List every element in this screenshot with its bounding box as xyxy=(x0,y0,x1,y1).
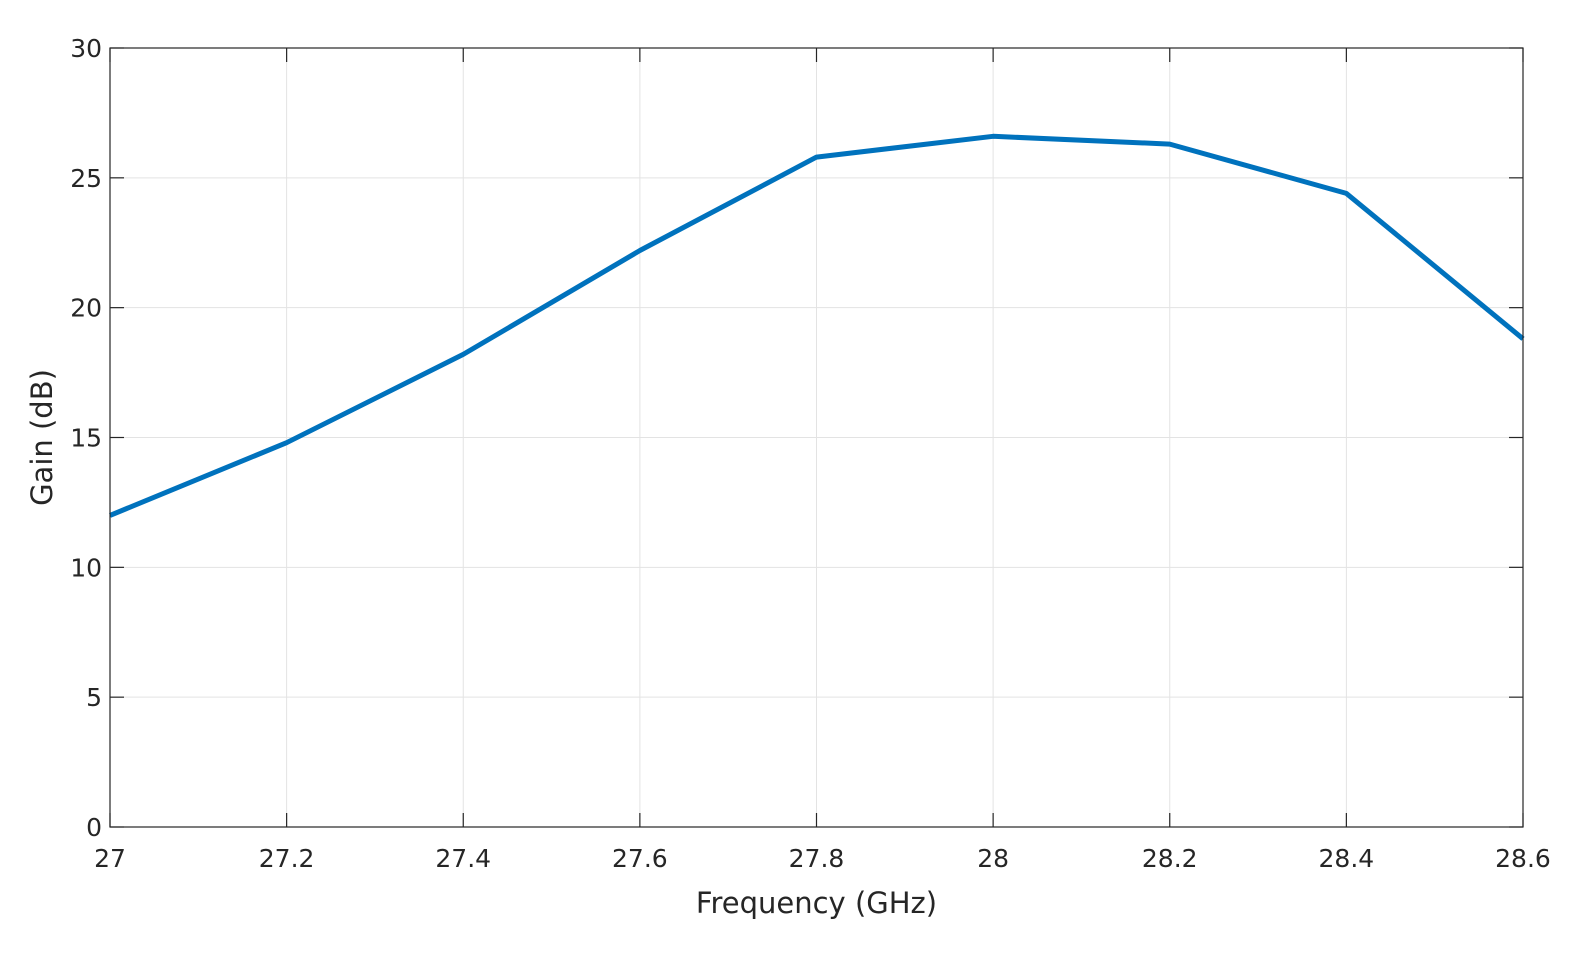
y-tick-label: 5 xyxy=(86,683,102,712)
x-axis-title: Frequency (GHz) xyxy=(696,886,937,920)
y-tick-label: 15 xyxy=(70,424,102,453)
x-tick-label: 27.2 xyxy=(259,844,315,873)
x-tick-label: 27.6 xyxy=(612,844,668,873)
x-tick-label: 28.4 xyxy=(1319,844,1375,873)
x-tick-label: 28 xyxy=(977,844,1009,873)
series-line-0 xyxy=(109,133,1525,518)
x-tick-label: 27.4 xyxy=(435,844,491,873)
x-tick-label: 28.6 xyxy=(1495,844,1551,873)
y-tick-label: 25 xyxy=(70,164,102,193)
x-tick-label: 27 xyxy=(94,844,126,873)
y-axis-title: Gain (dB) xyxy=(25,369,59,506)
y-tick-label: 30 xyxy=(70,34,102,63)
x-tick-labels: 27 27.2 27.4 27.6 27.8 28 28.2 28.4 28.6 xyxy=(94,844,1551,873)
y-tick-label: 10 xyxy=(70,553,102,582)
axis-ticks xyxy=(109,47,1524,828)
x-tick-label: 27.8 xyxy=(789,844,845,873)
series-layer xyxy=(109,133,1525,518)
y-tick-labels: 0 5 10 15 20 25 30 xyxy=(70,34,102,842)
y-tick-label: 20 xyxy=(70,294,102,323)
y-tick-label: 0 xyxy=(86,813,102,842)
x-tick-label: 28.2 xyxy=(1142,844,1198,873)
